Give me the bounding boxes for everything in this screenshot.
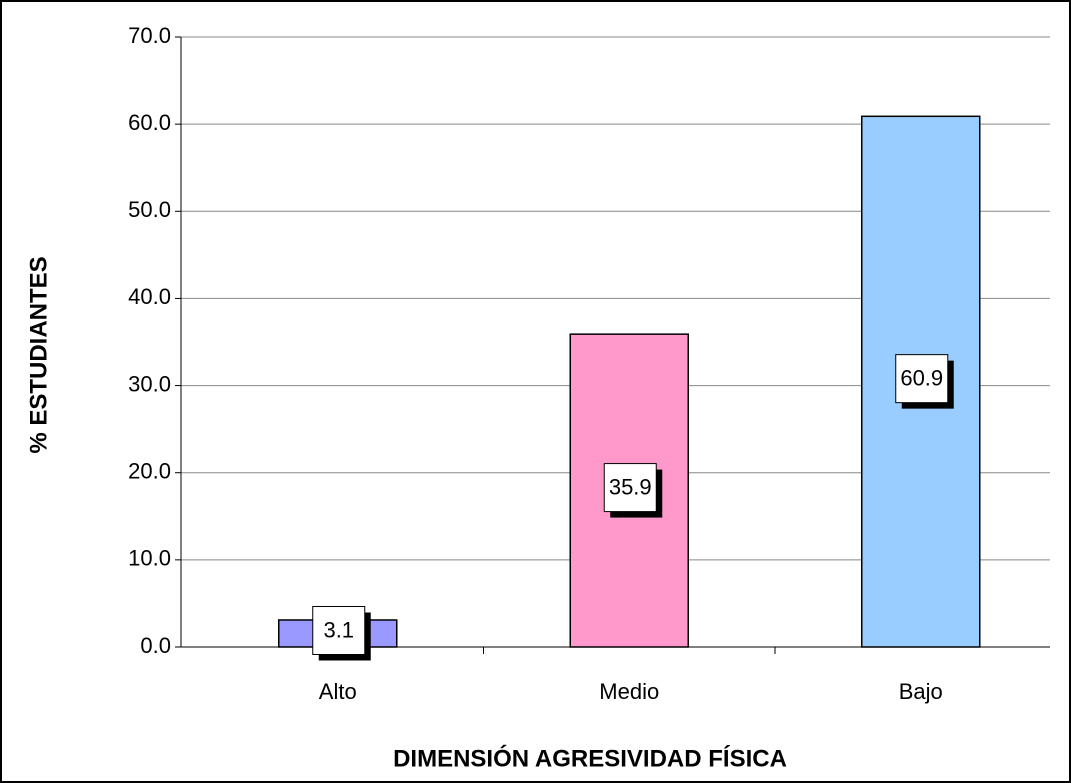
y-tick-label: 50.0 [128, 197, 171, 222]
y-tick-label: 40.0 [128, 284, 171, 309]
y-tick-label: 60.0 [128, 110, 171, 135]
y-axis-label: % ESTUDIANTES [25, 256, 52, 453]
value-label: 60.9 [900, 365, 943, 390]
value-label: 35.9 [609, 474, 652, 499]
y-tick-label: 30.0 [128, 371, 171, 396]
y-tick-label: 20.0 [128, 459, 171, 484]
x-tick-label: Bajo [899, 679, 943, 704]
y-tick-label: 0.0 [140, 633, 171, 658]
value-label: 3.1 [323, 617, 354, 642]
x-axis-label: DIMENSIÓN AGRESIVIDAD FÍSICA [393, 744, 787, 772]
y-tick-label: 70.0 [128, 23, 171, 48]
value-label-box [312, 605, 366, 655]
value-label-box [895, 354, 949, 404]
x-tick-label: Medio [599, 679, 659, 704]
value-label-box [603, 463, 657, 513]
x-tick-label: Alto [319, 679, 357, 704]
y-tick-label: 10.0 [128, 546, 171, 571]
